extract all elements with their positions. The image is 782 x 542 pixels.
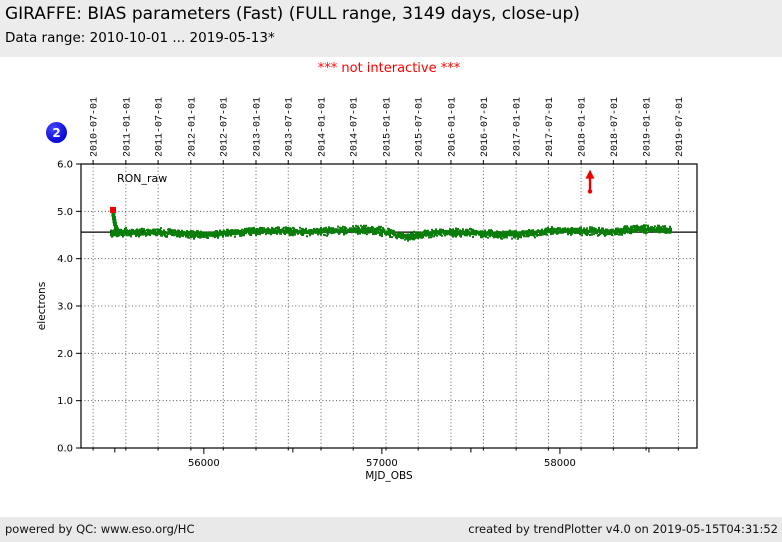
date-tick-label: 2012-07-01 xyxy=(220,97,231,157)
date-tick-label: 2017-01-01 xyxy=(513,97,524,157)
date-tick-label: 2013-07-01 xyxy=(285,97,296,157)
y-tick-label: 3.0 xyxy=(57,302,73,313)
data-points-layer xyxy=(81,169,697,242)
y-tick-label: 4.0 xyxy=(57,254,73,265)
legend-label: RON_raw xyxy=(117,172,167,185)
outlier-point xyxy=(110,206,117,213)
date-tick-label: 2016-07-01 xyxy=(480,97,491,157)
date-tick-label: 2015-01-01 xyxy=(382,97,393,157)
y-tick-label: 6.0 xyxy=(57,160,73,171)
date-tick-label: 2011-07-01 xyxy=(155,97,166,157)
x-tick-label: 56000 xyxy=(188,458,220,469)
footer-credit-qc: powered by QC: www.eso.org/HC xyxy=(5,522,195,536)
page-footer: powered by QC: www.eso.org/HC created by… xyxy=(0,517,782,542)
data-range-subtitle: Data range: 2010-10-01 ... 2019-05-13* xyxy=(5,30,275,46)
date-tick-label: 2019-01-01 xyxy=(643,97,654,157)
date-tick-label: 2011-01-01 xyxy=(122,97,133,157)
y-tick-label: 2.0 xyxy=(57,349,73,360)
date-tick-label: 2018-01-01 xyxy=(578,97,589,157)
date-tick-label: 2016-01-01 xyxy=(447,97,458,157)
trail-point xyxy=(112,219,117,224)
trail-point xyxy=(113,222,118,227)
date-tick-label: 2013-01-01 xyxy=(253,97,264,157)
trail-point xyxy=(111,212,116,217)
not-interactive-notice: *** not interactive *** xyxy=(317,61,461,76)
date-tick-label: 2010-07-01 xyxy=(90,97,101,157)
data-band xyxy=(110,224,672,242)
grid-lines xyxy=(81,164,697,448)
x-tick-label: 58000 xyxy=(544,458,576,469)
x-axis-title: MJD_OBS xyxy=(365,470,413,482)
clipped-arrow-tail xyxy=(587,189,593,194)
date-tick-label: 2014-07-01 xyxy=(350,97,361,157)
date-tick-label: 2015-07-01 xyxy=(415,97,426,157)
date-tick-label: 2018-07-01 xyxy=(610,97,621,157)
date-tick-label: 2017-07-01 xyxy=(545,97,556,157)
date-tick-label: 2019-07-01 xyxy=(675,97,686,157)
date-tick-label: 2014-01-01 xyxy=(317,97,328,157)
date-tick-label: 2012-01-01 xyxy=(187,97,198,157)
trail-point xyxy=(111,215,116,220)
trend-figure xyxy=(0,57,782,517)
trail-point xyxy=(114,227,119,232)
page-header: GIRAFFE: BIAS parameters (Fast) (FULL ra… xyxy=(0,0,782,57)
y-tick-label: 1.0 xyxy=(57,396,73,407)
y-tick-label: 0.0 xyxy=(57,444,73,455)
axes-layer: 2010-07-01 2011-01-01 2011-07-01 2012-01-01… xyxy=(57,97,698,469)
y-axis-title: electrons xyxy=(36,282,48,330)
footer-credit-generator: created by trendPlotter v4.0 on 2019-05-… xyxy=(468,522,778,536)
x-tick-label: 57000 xyxy=(366,458,398,469)
trail-point xyxy=(113,224,118,229)
y-tick-label: 5.0 xyxy=(57,207,73,218)
page-title: GIRAFFE: BIAS parameters (Fast) (FULL ra… xyxy=(5,4,580,24)
plot-index-badge[interactable]: 2 xyxy=(46,122,67,143)
clipped-arrow-head xyxy=(585,169,595,179)
